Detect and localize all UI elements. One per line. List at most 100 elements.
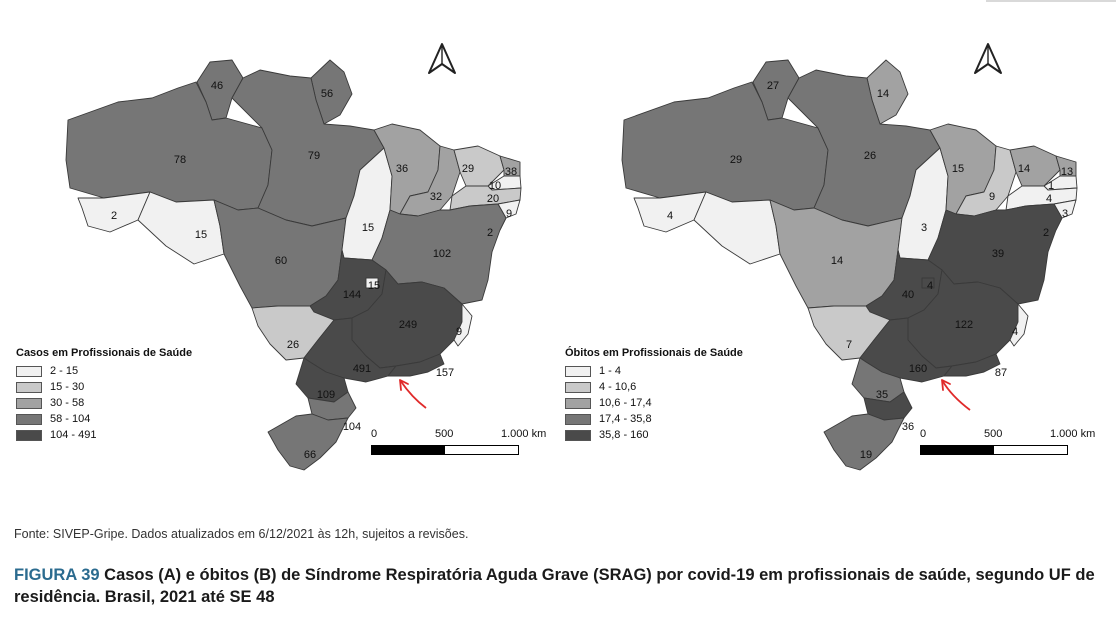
north-arrow-icon <box>972 42 1004 81</box>
scale-bar-a: 0 500 1.000 km <box>371 428 571 455</box>
annotation-arrow-icon <box>394 372 434 419</box>
legend-item: 1 - 4 <box>565 363 743 379</box>
map-a: 46 56 78 79 2 15 60 15 36 32 29 38 10 20 9 2 102 144 15 249… <box>0 20 560 510</box>
legend-title: Óbitos em Profissionais de Saúde <box>565 347 743 359</box>
legend-b: Óbitos em Profissionais de Saúde 1 - 4 4… <box>565 347 743 443</box>
state-value-label: 9 <box>506 208 512 220</box>
state-es <box>453 303 473 347</box>
state-rs <box>267 413 349 471</box>
state-value-label: 39 <box>992 248 1004 260</box>
state-value-label: 26 <box>287 339 299 351</box>
caption-text: Casos (A) e óbitos (B) de Síndrome Respi… <box>14 566 1095 606</box>
state-ro <box>137 191 225 265</box>
legend-swatch <box>16 365 42 377</box>
state-ac <box>77 191 151 233</box>
state-es <box>1009 303 1029 347</box>
figure-caption: FIGURA 39 Casos (A) e óbitos (B) de Sínd… <box>14 564 1104 608</box>
legend-label: 58 - 104 <box>50 413 91 425</box>
legend-swatch <box>16 397 42 409</box>
state-value-label: 122 <box>955 319 973 331</box>
state-rj <box>387 353 445 377</box>
legend-item: 10,6 - 17,4 <box>565 395 743 411</box>
state-value-label: 56 <box>321 88 333 100</box>
state-value-label: 2 <box>487 227 493 239</box>
state-value-label: 4 <box>927 280 933 292</box>
state-ro <box>693 191 781 265</box>
legend-item: 58 - 104 <box>16 411 192 427</box>
legend-label: 17,4 - 35,8 <box>599 413 652 425</box>
state-value-label: 15 <box>368 280 380 292</box>
legend-label: 104 - 491 <box>50 429 97 441</box>
state-value-label: 32 <box>430 191 442 203</box>
legend-title: Casos em Profissionais de Saúde <box>16 347 193 359</box>
legend-label: 10,6 - 17,4 <box>599 397 652 409</box>
page-top-divider <box>986 0 1116 2</box>
state-value-label: 87 <box>995 367 1007 379</box>
state-value-label: 36 <box>396 163 408 175</box>
state-value-label: 2 <box>1043 227 1049 239</box>
state-rs <box>823 413 905 471</box>
state-rj <box>943 353 1001 377</box>
state-value-label: 46 <box>211 80 223 92</box>
state-value-label: 249 <box>399 319 417 331</box>
legend-swatch <box>16 413 42 425</box>
state-value-label: 36 <box>902 421 914 433</box>
state-value-label: 15 <box>362 222 374 234</box>
legend-item: 15 - 30 <box>16 379 192 395</box>
state-value-label: 13 <box>1061 166 1073 178</box>
legend-swatch <box>565 381 591 393</box>
map-b: 27 14 29 26 4 14 3 15 9 14 13 1 4 3 2 39 40 4 122 4 7 160 87 35… <box>556 20 1116 510</box>
state-value-label: 7 <box>846 339 852 351</box>
state-value-label: 66 <box>304 449 316 461</box>
state-value-label: 60 <box>275 255 287 267</box>
state-value-label: 35 <box>876 389 888 401</box>
state-value-label: 144 <box>343 289 361 301</box>
scale-tick-label: 500 <box>984 428 1003 440</box>
state-value-label: 14 <box>877 88 889 100</box>
source-note: Fonte: SIVEP-Gripe. Dados atualizados em… <box>14 527 469 541</box>
legend-swatch <box>565 413 591 425</box>
legend-a: Casos em Profissionais de Saúde 2 - 15 1… <box>16 347 192 443</box>
legend-label: 35,8 - 160 <box>599 429 649 441</box>
legend-label: 30 - 58 <box>50 397 85 409</box>
state-ac <box>633 191 707 233</box>
state-value-label: 109 <box>317 389 335 401</box>
legend-item: 2 - 15 <box>16 363 192 379</box>
state-value-label: 29 <box>730 154 742 166</box>
state-value-label: 4 <box>667 210 673 222</box>
state-ce <box>1009 145 1061 187</box>
legend-label: 4 - 10,6 <box>599 381 637 393</box>
state-value-label: 78 <box>174 154 186 166</box>
state-value-label: 29 <box>462 163 474 175</box>
legend-swatch <box>16 429 42 441</box>
state-df <box>365 277 379 289</box>
legend-item: 104 - 491 <box>16 427 192 443</box>
state-ce <box>453 145 505 187</box>
state-value-label: 14 <box>831 255 843 267</box>
state-value-label: 102 <box>433 248 451 260</box>
annotation-arrow-icon <box>936 372 976 419</box>
state-value-label: 10 <box>489 180 501 192</box>
state-value-label: 9 <box>456 326 462 338</box>
state-value-label: 38 <box>505 166 517 178</box>
state-value-label: 104 <box>343 421 361 433</box>
legend-swatch <box>565 397 591 409</box>
state-value-label: 19 <box>860 449 872 461</box>
legend-item: 17,4 - 35,8 <box>565 411 743 427</box>
state-df <box>921 277 935 289</box>
legend-item: 30 - 58 <box>16 395 192 411</box>
state-value-label: 4 <box>1046 193 1052 205</box>
state-value-label: 15 <box>952 163 964 175</box>
figure-label: FIGURA 39 <box>14 566 100 584</box>
state-value-label: 1 <box>1048 180 1054 192</box>
legend-swatch <box>565 365 591 377</box>
state-value-label: 14 <box>1018 163 1030 175</box>
state-value-label: 9 <box>989 191 995 203</box>
state-value-label: 20 <box>487 193 499 205</box>
scale-tick-label: 0 <box>371 428 378 440</box>
legend-label: 15 - 30 <box>50 381 85 393</box>
state-value-label: 26 <box>864 150 876 162</box>
state-value-label: 2 <box>111 210 117 222</box>
